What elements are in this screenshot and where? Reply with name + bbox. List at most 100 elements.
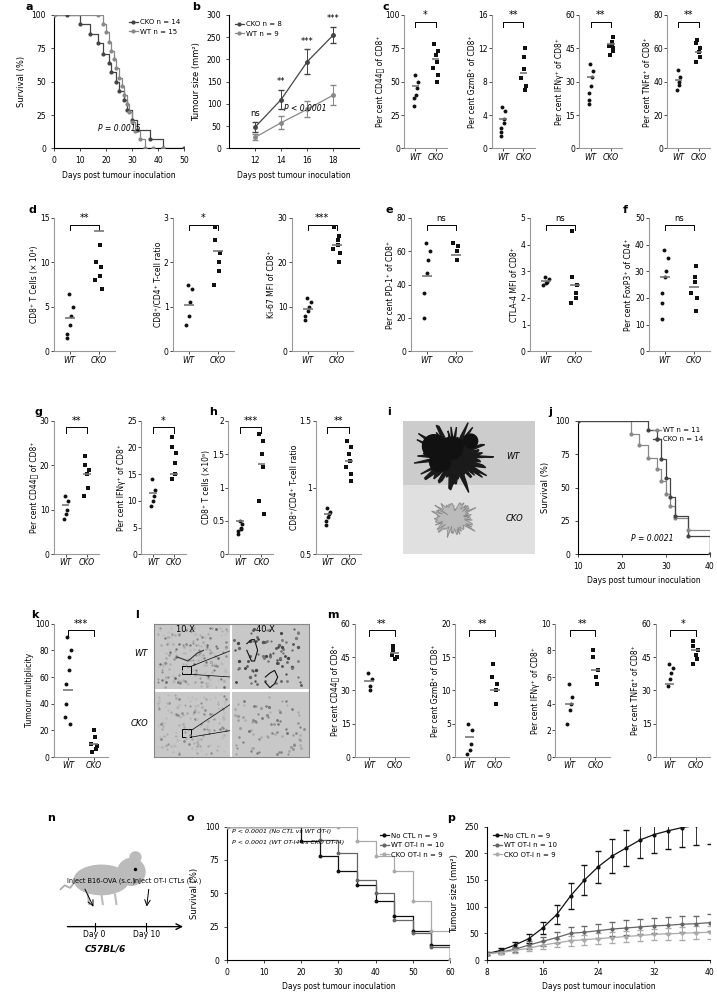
Text: C57BL/6: C57BL/6 — [85, 945, 126, 954]
Text: P < 0.0001 (No CTL vs WT OT-I): P < 0.0001 (No CTL vs WT OT-I) — [232, 829, 331, 834]
Text: WT: WT — [135, 649, 148, 658]
Text: e: e — [385, 205, 393, 215]
Text: Day 10: Day 10 — [133, 930, 160, 939]
Y-axis label: Per cent IFNγ⁺ of CD8⁺: Per cent IFNγ⁺ of CD8⁺ — [555, 38, 564, 125]
Text: Day 0: Day 0 — [83, 930, 106, 939]
Y-axis label: Per cent TNFα⁺ of CD8⁺: Per cent TNFα⁺ of CD8⁺ — [631, 646, 640, 735]
Polygon shape — [464, 434, 478, 448]
X-axis label: Days post tumour inoculation: Days post tumour inoculation — [282, 982, 395, 991]
Polygon shape — [432, 503, 476, 537]
Circle shape — [130, 852, 141, 863]
Y-axis label: Per cent GzmB⁺ of CD8⁺: Per cent GzmB⁺ of CD8⁺ — [467, 35, 477, 128]
Text: **: ** — [478, 619, 487, 629]
Text: *: * — [423, 10, 428, 20]
Text: g: g — [35, 407, 43, 417]
Text: ***: *** — [327, 14, 340, 23]
Text: m: m — [328, 610, 339, 620]
Text: n: n — [47, 813, 54, 823]
Polygon shape — [441, 437, 462, 459]
Y-axis label: Survival (%): Survival (%) — [541, 462, 550, 513]
Text: 40 X: 40 X — [256, 625, 275, 634]
Text: ns: ns — [250, 109, 260, 118]
Legend: No CTL n = 9, WT OT-I n = 10, CKO OT-I n = 9: No CTL n = 9, WT OT-I n = 10, CKO OT-I n… — [490, 830, 559, 860]
Bar — [182, 729, 191, 737]
Text: c: c — [383, 2, 389, 12]
Y-axis label: CD8⁺/CD4⁺ T-cell ratio: CD8⁺/CD4⁺ T-cell ratio — [153, 242, 162, 327]
Y-axis label: CD8⁺/CD4⁺ T-cell ratio: CD8⁺/CD4⁺ T-cell ratio — [289, 445, 298, 530]
Circle shape — [118, 859, 145, 885]
Y-axis label: Per cent CD44⬺ of CD8⁺: Per cent CD44⬺ of CD8⁺ — [29, 442, 39, 533]
Y-axis label: Per cent CD44⬺ of CD8⁺: Per cent CD44⬺ of CD8⁺ — [375, 36, 384, 127]
Text: P = 0.0015: P = 0.0015 — [98, 124, 141, 133]
Y-axis label: Survival (%): Survival (%) — [191, 868, 199, 919]
Text: o: o — [187, 813, 194, 823]
Y-axis label: Per cent TNFα⁺ of CD8⁺: Per cent TNFα⁺ of CD8⁺ — [642, 37, 652, 127]
Polygon shape — [452, 439, 463, 450]
Text: ***: *** — [315, 213, 329, 223]
Text: **: ** — [72, 416, 81, 426]
Text: j: j — [549, 407, 553, 417]
Y-axis label: Tumour multiplicity: Tumour multiplicity — [24, 653, 34, 727]
Text: **: ** — [596, 10, 606, 20]
Text: ***: *** — [244, 416, 258, 426]
Y-axis label: CD8⁺ T Cells (× 10⁴): CD8⁺ T Cells (× 10⁴) — [29, 246, 39, 323]
Text: **: ** — [80, 213, 89, 223]
Ellipse shape — [74, 865, 128, 895]
Text: Inject B16-OVA (s.c.): Inject B16-OVA (s.c.) — [67, 878, 136, 884]
Text: **: ** — [578, 619, 587, 629]
Text: ***: *** — [301, 37, 313, 46]
Text: CKO: CKO — [506, 514, 524, 523]
Y-axis label: Per cent FoxP3⁺ of CD4⁺: Per cent FoxP3⁺ of CD4⁺ — [625, 238, 634, 331]
Text: d: d — [28, 205, 36, 215]
Text: ns: ns — [437, 214, 446, 223]
Legend: No CTL n = 9, WT OT-I n = 10, CKO OT-I n = 9: No CTL n = 9, WT OT-I n = 10, CKO OT-I n… — [377, 830, 447, 860]
Y-axis label: Ki-67 MFI of CD8⁺: Ki-67 MFI of CD8⁺ — [267, 251, 277, 318]
Text: **: ** — [377, 619, 386, 629]
Legend: CKO n = 8, WT n = 9: CKO n = 8, WT n = 9 — [232, 18, 285, 39]
Y-axis label: CD8⁺ T cells (×10⁹): CD8⁺ T cells (×10⁹) — [201, 450, 211, 524]
Y-axis label: Per cent GzmB⁺ of CD8⁺: Per cent GzmB⁺ of CD8⁺ — [431, 644, 440, 737]
Text: 10 X: 10 X — [176, 625, 194, 634]
Legend: CKO n = 14, WT n = 15: CKO n = 14, WT n = 15 — [128, 18, 181, 35]
Bar — [403, 421, 535, 485]
Y-axis label: Per cent PD-1⁺ of CD8⁺: Per cent PD-1⁺ of CD8⁺ — [386, 241, 396, 329]
Text: CKO: CKO — [130, 719, 148, 728]
Polygon shape — [429, 453, 448, 471]
Text: a: a — [25, 2, 32, 12]
Text: h: h — [209, 407, 217, 417]
Y-axis label: Per cent IFNγ⁺ of CD8⁺: Per cent IFNγ⁺ of CD8⁺ — [531, 647, 540, 734]
X-axis label: Days post tumour inoculation: Days post tumour inoculation — [587, 576, 701, 585]
X-axis label: Days post tumour inoculation: Days post tumour inoculation — [62, 171, 176, 180]
Y-axis label: CTLA-4 MFI of CD8⁺: CTLA-4 MFI of CD8⁺ — [511, 247, 519, 322]
Bar — [403, 485, 535, 554]
Text: p: p — [447, 813, 455, 823]
Text: i: i — [387, 407, 391, 417]
Text: k: k — [31, 610, 39, 620]
Text: l: l — [136, 610, 139, 620]
Text: b: b — [192, 2, 200, 12]
Text: **: ** — [277, 77, 285, 86]
Text: **: ** — [333, 416, 343, 426]
Y-axis label: Tumour size (mm²): Tumour size (mm²) — [192, 42, 201, 121]
X-axis label: Days post tumour inoculation: Days post tumour inoculation — [541, 982, 655, 991]
Y-axis label: Tumour size (mm²): Tumour size (mm²) — [450, 854, 460, 933]
Legend: WT n = 11, CKO n = 14: WT n = 11, CKO n = 14 — [650, 424, 706, 445]
Text: P < 0.0001 (WT OT-I4 vs CKO OT-I4): P < 0.0001 (WT OT-I4 vs CKO OT-I4) — [232, 840, 343, 845]
X-axis label: Days post tumour inoculation: Days post tumour inoculation — [237, 171, 351, 180]
Text: ***: *** — [74, 619, 88, 629]
Polygon shape — [414, 423, 493, 492]
Text: f: f — [623, 205, 628, 215]
Text: Inject OT-I CTLs (i.v.): Inject OT-I CTLs (i.v.) — [133, 878, 201, 884]
Polygon shape — [422, 435, 445, 458]
Text: *: * — [201, 213, 206, 223]
Text: P < 0.0001: P < 0.0001 — [284, 104, 326, 113]
Text: ns: ns — [556, 214, 565, 223]
Y-axis label: Per cent IFNγ⁺ of CD8⁺: Per cent IFNγ⁺ of CD8⁺ — [117, 444, 126, 531]
Bar — [182, 666, 191, 674]
Text: **: ** — [684, 10, 693, 20]
Text: ns: ns — [675, 214, 684, 223]
Y-axis label: Survival (%): Survival (%) — [17, 56, 26, 107]
Y-axis label: Per cent CD44⬺ of CD8⁺: Per cent CD44⬺ of CD8⁺ — [331, 645, 339, 736]
Text: WT: WT — [506, 452, 520, 461]
Polygon shape — [438, 458, 450, 470]
